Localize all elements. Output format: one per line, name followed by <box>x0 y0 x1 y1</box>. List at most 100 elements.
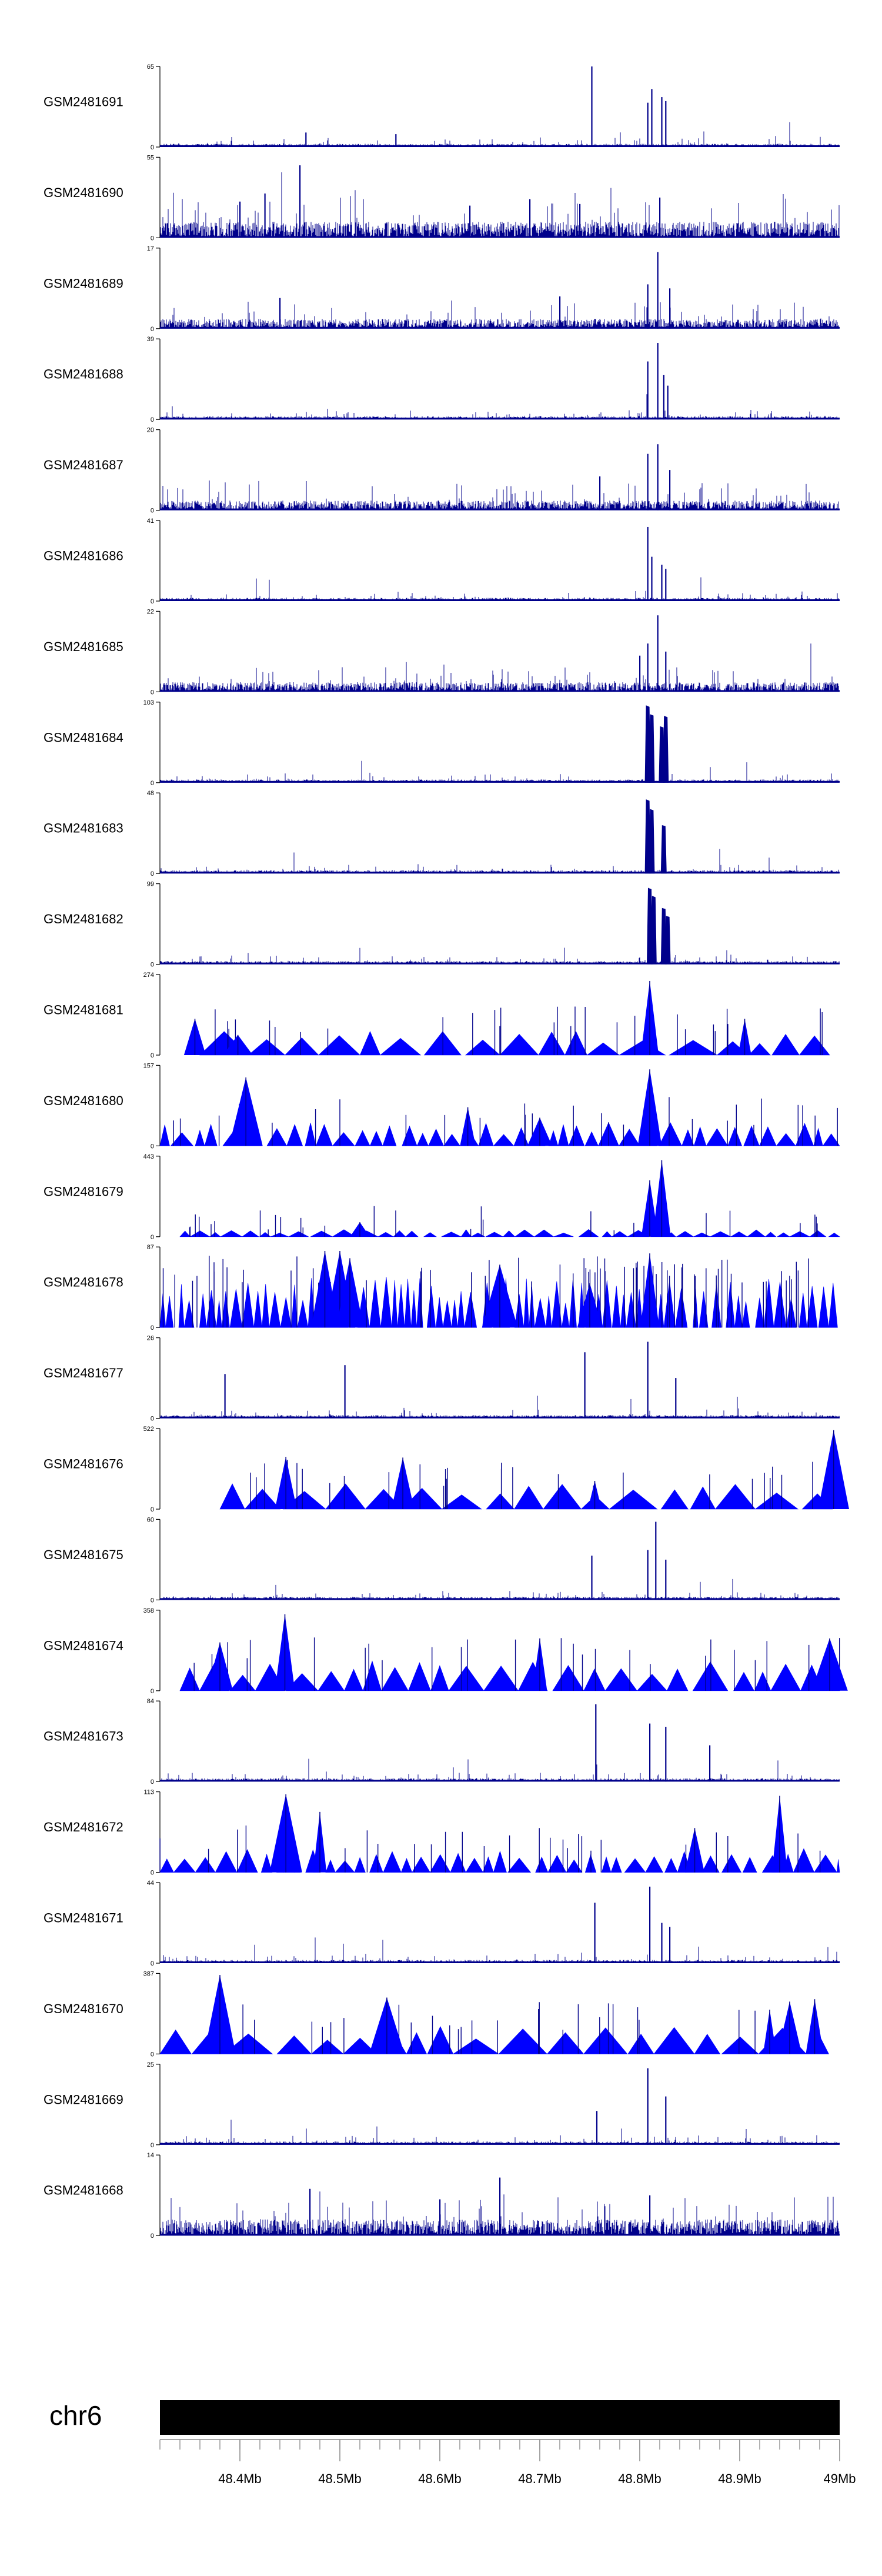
signal-peak <box>639 655 641 692</box>
track-GSM2481689: GSM2481689 17 0 <box>44 245 840 333</box>
signal-peak <box>647 1550 649 1600</box>
signal-peak <box>659 197 661 238</box>
signal-baseline <box>160 599 840 601</box>
x-tick-label: 49Mb <box>823 2471 856 2486</box>
y-max-label: 17 <box>147 245 154 252</box>
y-max-label: 22 <box>147 608 154 615</box>
y-max-label: 358 <box>143 1607 154 1614</box>
signal-baseline <box>160 962 840 965</box>
track-GSM2481670: GSM2481670 387 0 <box>44 1970 829 2058</box>
track-GSM2481680: GSM2481680 157 0 <box>44 1062 840 1150</box>
y-max-label: 274 <box>143 972 154 979</box>
signal-baseline <box>160 236 840 238</box>
signal-peak <box>665 651 667 692</box>
y-min-label: 0 <box>151 780 154 787</box>
signal-spikes <box>189 1206 818 1237</box>
signal-peak <box>669 288 671 329</box>
signal-baseline <box>160 326 840 329</box>
track-label: GSM2481672 <box>44 1820 123 1834</box>
y-min-label: 0 <box>151 2142 154 2149</box>
y-min-label: 0 <box>151 598 154 605</box>
y-min-label: 0 <box>151 1870 154 1877</box>
signal-peak <box>660 825 667 874</box>
y-min-label: 0 <box>151 689 154 696</box>
y-max-label: 26 <box>147 1335 154 1342</box>
y-min-label: 0 <box>151 1778 154 1786</box>
signal-peak <box>665 1727 667 1782</box>
signal-background <box>160 394 840 420</box>
signal-baseline <box>160 1416 840 1419</box>
signal-peak <box>665 2096 667 2145</box>
y-min-label: 0 <box>151 1506 154 1513</box>
signal-peak <box>657 252 659 329</box>
signal-background <box>159 1848 840 1873</box>
y-max-label: 87 <box>147 1244 154 1251</box>
signal-peak <box>661 565 663 601</box>
signal-peak <box>647 2068 649 2145</box>
signal-peak <box>649 1723 651 1782</box>
y-max-label: 522 <box>143 1426 154 1433</box>
track-GSM2481671: GSM2481671 44 0 <box>44 1880 840 1967</box>
signal-peak <box>647 284 649 329</box>
signal-peak <box>675 1378 677 1419</box>
signal-peak <box>647 526 649 601</box>
signal-peak <box>650 896 657 965</box>
y-max-label: 20 <box>147 427 154 434</box>
y-max-label: 39 <box>147 336 154 343</box>
track-label: GSM2481687 <box>44 458 123 472</box>
signal-peak <box>591 66 593 147</box>
track-label: GSM2481683 <box>44 821 123 836</box>
signal-peak <box>655 1521 657 1600</box>
y-min-label: 0 <box>151 1324 154 1332</box>
signal-background <box>160 849 840 874</box>
signal-peak <box>647 1342 649 1419</box>
y-min-label: 0 <box>151 1416 154 1423</box>
x-tick-label: 48.5Mb <box>318 2471 361 2486</box>
y-max-label: 387 <box>143 1970 154 1977</box>
track-GSM2481682: GSM2481682 99 0 <box>44 881 840 969</box>
signal-peak <box>469 205 471 238</box>
track-label: GSM2481689 <box>44 276 123 291</box>
signal-background <box>160 2120 840 2145</box>
signal-background <box>160 577 840 601</box>
x-tick-label: 48.8Mb <box>618 2471 661 2486</box>
chromosome-label: chr6 <box>49 2400 102 2431</box>
y-max-label: 41 <box>147 518 154 525</box>
y-max-label: 443 <box>143 1153 154 1160</box>
y-max-label: 55 <box>147 154 154 161</box>
signal-background <box>160 1759 840 1782</box>
track-GSM2481673: GSM2481673 84 0 <box>44 1698 840 1786</box>
signal-baseline <box>160 1780 840 1782</box>
track-GSM2481684: GSM2481684 103 0 <box>44 699 840 787</box>
track-GSM2481668: GSM2481668 14 0 <box>44 2152 840 2240</box>
track-label: GSM2481668 <box>44 2183 123 2198</box>
y-max-label: 14 <box>147 2152 154 2159</box>
y-min-label: 0 <box>151 508 154 515</box>
track-label: GSM2481678 <box>44 1275 123 1290</box>
track-GSM2481678: GSM2481678 87 0 <box>44 1244 838 1332</box>
signal-peak <box>591 1556 593 1600</box>
signal-peak <box>559 296 561 329</box>
signal-peak <box>649 714 655 783</box>
x-tick-label: 48.9Mb <box>718 2471 761 2486</box>
signal-peak <box>579 203 581 238</box>
signal-background <box>199 1030 830 1056</box>
signal-peak <box>649 1886 651 1963</box>
track-GSM2481679: GSM2481679 443 0 <box>44 1153 840 1241</box>
y-max-label: 84 <box>147 1698 154 1705</box>
y-max-label: 157 <box>143 1062 154 1069</box>
signal-background <box>219 1483 833 1510</box>
y-min-label: 0 <box>151 2051 154 2058</box>
signal-peak <box>584 1352 586 1419</box>
track-label: GSM2481675 <box>44 1547 123 1562</box>
signal-peak <box>596 2111 598 2145</box>
track-label: GSM2481690 <box>44 185 123 200</box>
signal-peak <box>647 453 649 510</box>
track-label: GSM2481691 <box>44 95 123 109</box>
track-GSM2481690: GSM2481690 55 0 <box>44 154 840 242</box>
signal-peak <box>661 97 663 147</box>
track-label: GSM2481669 <box>44 2092 123 2107</box>
y-min-label: 0 <box>151 1052 154 1059</box>
signal-background <box>159 2026 829 2054</box>
